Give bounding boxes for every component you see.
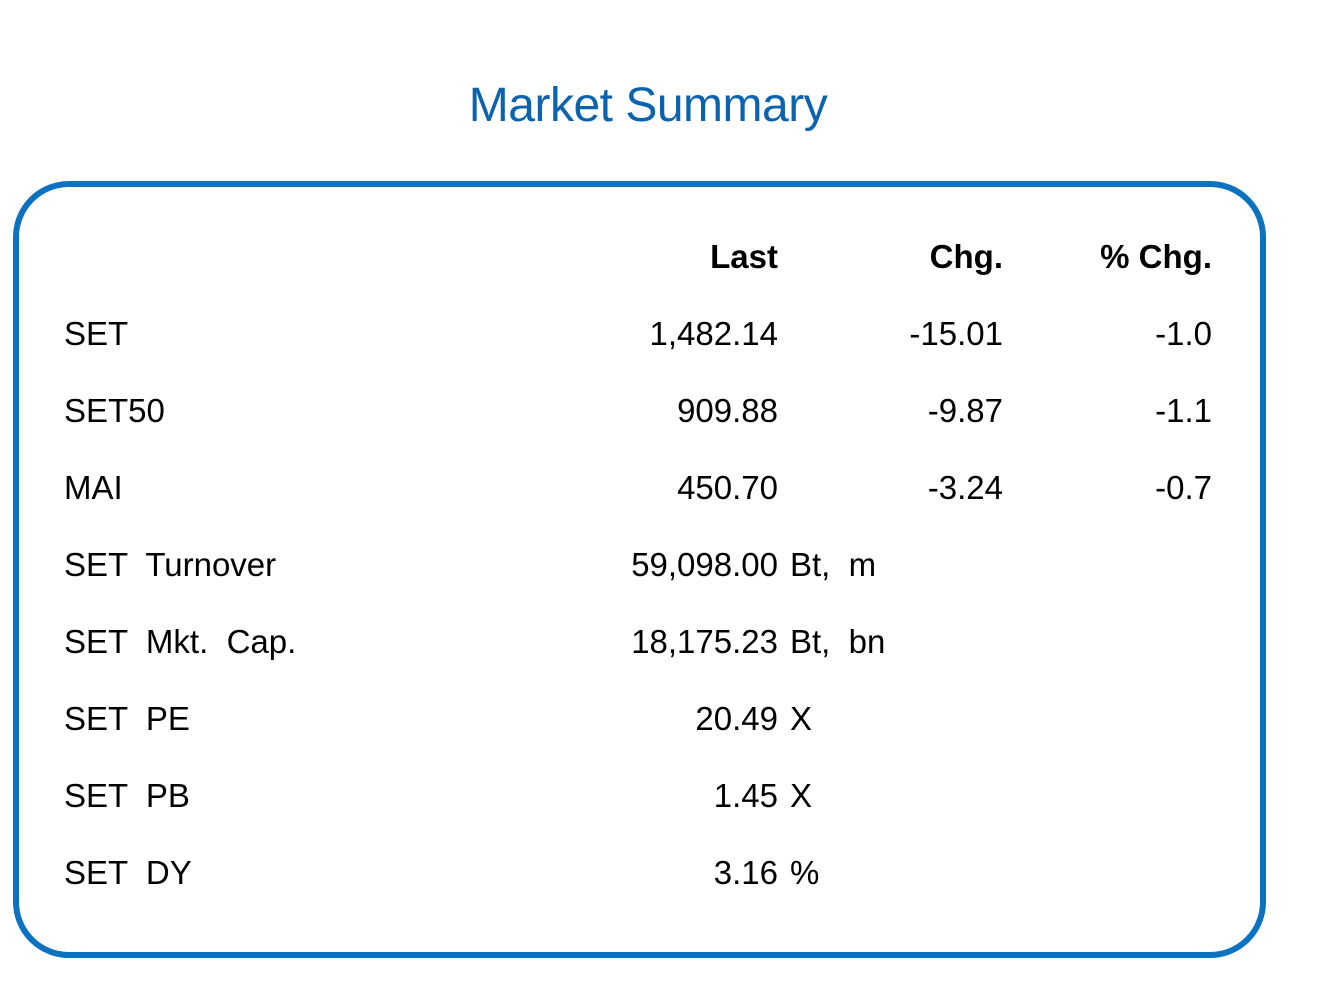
row-unit-dy: %: [790, 854, 820, 891]
row-last-dy: 3.16: [713, 854, 778, 891]
row-label-turnover: SET Turnover: [64, 546, 277, 583]
header-last: Last: [710, 238, 778, 275]
row-pct-mai: -0.7: [1155, 469, 1212, 506]
row-last-set50: 909.88: [677, 392, 778, 429]
row-chg-set: -15.01: [909, 315, 1003, 352]
row-label-mai: MAI: [64, 469, 123, 506]
row-last-set: 1,482.14: [649, 315, 778, 352]
row-last-pb: 1.45: [713, 777, 778, 814]
row-unit-pb: X: [790, 777, 813, 814]
row-chg-set50: -9.87: [927, 392, 1003, 429]
page-title: Market Summary: [468, 79, 828, 132]
row-pct-set: -1.0: [1155, 315, 1212, 352]
row-label-dy: SET DY: [64, 854, 192, 891]
row-unit-pe: X: [790, 700, 813, 737]
header-chg: Chg.: [929, 238, 1003, 275]
row-label-set50: SET50: [64, 392, 165, 429]
row-label-pe: SET PE: [64, 700, 190, 737]
row-last-mkt-cap: 18,175.23: [631, 623, 778, 660]
row-unit-turnover: Bt, m: [790, 546, 877, 583]
row-label-set: SET: [64, 315, 129, 352]
row-label-mkt-cap: SET Mkt. Cap.: [64, 623, 297, 660]
row-chg-mai: -3.24: [927, 469, 1003, 506]
summary-panel: [13, 181, 1266, 958]
header-pct-chg: % Chg.: [1100, 238, 1212, 275]
row-label-pb: SET PB: [64, 777, 190, 814]
row-last-turnover: 59,098.00: [631, 546, 778, 583]
row-last-pe: 20.49: [695, 700, 778, 737]
row-pct-set50: -1.1: [1155, 392, 1212, 429]
row-last-mai: 450.70: [677, 469, 778, 506]
row-unit-mkt-cap: Bt, bn: [790, 623, 886, 660]
